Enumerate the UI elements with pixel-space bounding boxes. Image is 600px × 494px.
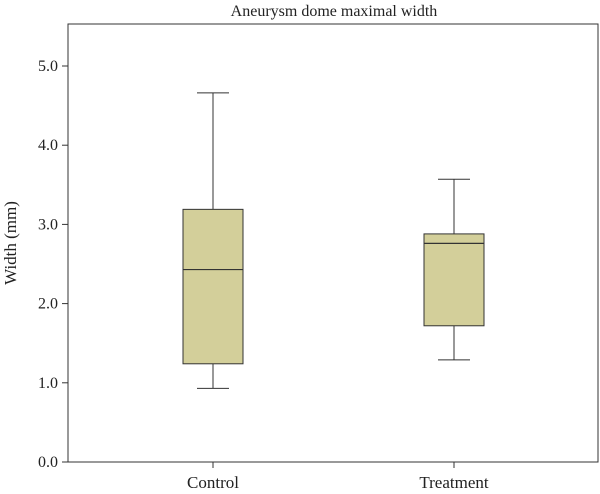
iqr-box (423, 233, 485, 327)
box-treatment (423, 178, 485, 361)
x-axis: Control Treatment (187, 462, 489, 492)
box-control (182, 92, 244, 389)
y-axis: 0.0 1.0 2.0 3.0 4.0 5.0 (38, 58, 68, 471)
y-tick-label: 4.0 (38, 137, 58, 154)
y-axis-label: Width (mm) (1, 201, 20, 285)
chart-title: Aneurysm dome maximal width (231, 3, 438, 20)
x-tick-label: Treatment (419, 473, 489, 492)
iqr-box (182, 208, 244, 365)
x-tick-label: Control (187, 473, 239, 492)
box-series (182, 92, 485, 389)
y-tick-label: 1.0 (38, 375, 58, 392)
y-tick-label: 5.0 (38, 58, 58, 75)
y-tick-label: 0.0 (38, 454, 58, 471)
plot-area-frame (67, 23, 599, 463)
y-tick-label: 2.0 (38, 296, 58, 313)
y-tick-label: 3.0 (38, 216, 58, 233)
